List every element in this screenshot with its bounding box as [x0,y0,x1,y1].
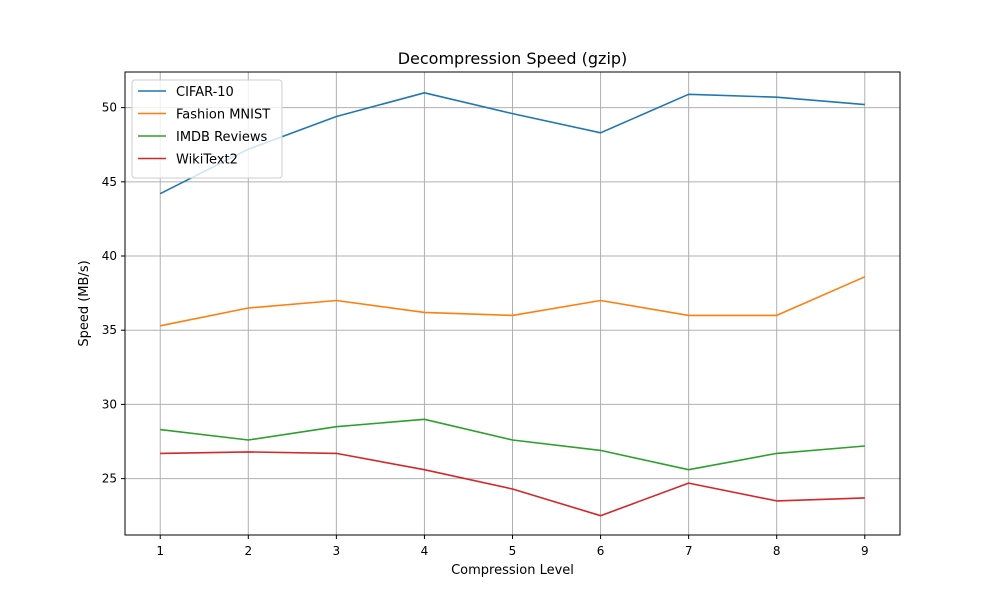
x-tick-label: 4 [421,544,429,558]
series-line-imdb-reviews [160,418,865,471]
legend: CIFAR-10 Fashion MNIST IMDB Reviews WikiTex… [131,79,283,179]
y-tick-label: 50 [102,101,117,115]
x-tick-label: 1 [156,544,164,558]
x-tick-label: 5 [509,544,517,558]
y-axis-label: Speed (MB/s) [77,260,92,346]
legend-label: CIFAR-10 [176,85,234,100]
y-axis: 25 30 35 40 45 50 [102,101,125,486]
y-tick-label: 35 [102,323,117,337]
y-tick-label: 45 [102,175,117,189]
x-axis: 1 2 3 4 5 6 7 8 9 [156,535,869,558]
x-axis-label: Compression Level [451,563,574,578]
legend-label: Fashion MNIST [176,108,270,123]
x-tick-label: 2 [244,544,252,558]
x-tick-label: 6 [597,544,605,558]
legend-box [131,79,283,179]
y-tick-label: 25 [102,472,117,486]
y-tick-label: 30 [102,397,117,411]
x-tick-label: 9 [861,544,869,558]
y-tick-label: 40 [102,249,117,263]
x-tick-label: 3 [333,544,341,558]
series-line-wikitext2 [160,451,865,517]
legend-label: WikiText2 [176,153,238,168]
x-tick-label: 8 [773,544,781,558]
series-line-fashion-mnist [160,276,866,327]
grid [125,72,900,535]
x-tick-label: 7 [685,544,693,558]
series-layer [159,92,866,517]
legend-label: IMDB Reviews [176,130,267,145]
chart-title: Decompression Speed (gzip) [398,49,628,68]
